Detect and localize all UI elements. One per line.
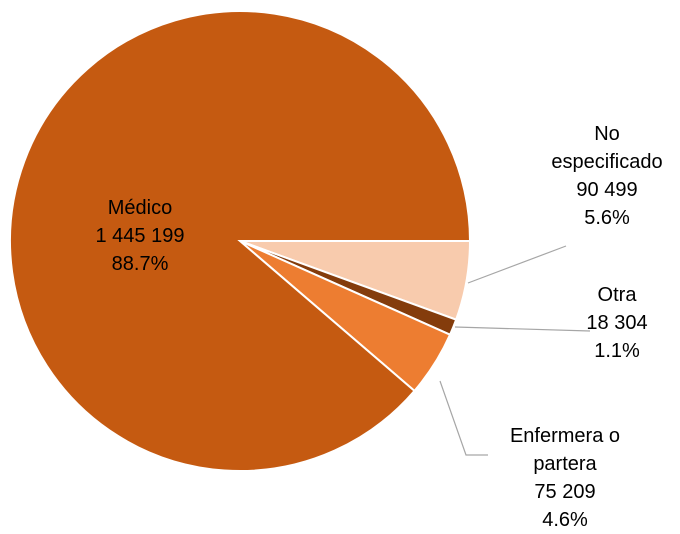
percentage-label: 5.6% <box>584 207 630 229</box>
slices <box>9 10 472 472</box>
category-label: Enfermera o partera <box>509 425 621 475</box>
percentage-label: 88.7% <box>111 253 169 275</box>
value-label: 18 304 <box>586 312 648 334</box>
slice-label: Otra 18 304 1.1% <box>557 281 677 365</box>
value-label: 90 499 <box>576 179 638 201</box>
category-label: No especificado <box>551 123 663 173</box>
percentage-label: 4.6% <box>542 509 588 531</box>
value-label: 75 209 <box>534 481 596 503</box>
leader-line <box>467 245 567 284</box>
percentage-label: 1.1% <box>594 340 640 362</box>
leader-line <box>439 380 488 456</box>
leader-line <box>454 326 591 332</box>
value-label: 1 445 199 <box>95 225 185 247</box>
category-label: Médico <box>107 197 173 219</box>
slice-label: Enfermera o partera 75 209 4.6% <box>490 422 640 534</box>
slice-label: No especificado 90 499 5.6% <box>537 120 677 232</box>
pie-slice <box>9 10 472 472</box>
category-label: Otra <box>597 284 637 306</box>
slice-label: Médico 1 445 199 88.7% <box>55 194 225 278</box>
